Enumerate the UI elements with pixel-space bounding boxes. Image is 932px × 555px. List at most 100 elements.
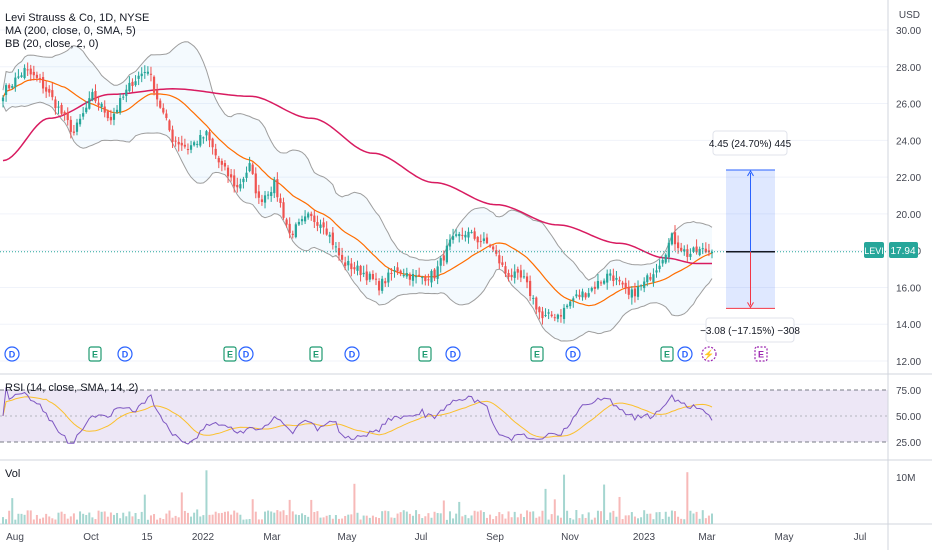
candle-body [174, 140, 177, 142]
volume-bar [143, 494, 146, 524]
candle-body [618, 279, 621, 282]
volume-bar [501, 514, 504, 524]
candle-body [239, 184, 242, 189]
volume-bar [396, 513, 399, 524]
candle-body [100, 103, 103, 108]
bb-indicator-label[interactable]: BB (20, close, 2, 0) [5, 38, 99, 50]
candle-body [538, 307, 541, 313]
candle-body [667, 242, 670, 258]
volume-bar [122, 512, 125, 524]
candle-body [316, 222, 319, 226]
candle-body [359, 265, 362, 276]
candle-body [522, 276, 526, 278]
volume-bar [51, 518, 54, 524]
candle-body [35, 74, 39, 78]
candle-body [562, 307, 566, 320]
volume-bar [103, 511, 106, 524]
candle-body [646, 275, 649, 283]
candle-body [162, 107, 165, 113]
candle-body [288, 223, 291, 234]
time-axis-label: 2023 [633, 532, 656, 543]
event-marker-letter: E [92, 350, 98, 360]
volume-bar [233, 510, 236, 524]
volume-bar [686, 472, 689, 524]
earnings-marker [223, 346, 237, 362]
volume-bar [439, 513, 442, 524]
candle-body [381, 278, 384, 291]
volume-bar [452, 518, 455, 524]
candle-body [85, 107, 88, 113]
measure-down-arrowhead [747, 302, 754, 309]
candle-body [414, 276, 418, 278]
candle-body [445, 245, 448, 263]
volume-bar [227, 511, 230, 524]
time-axis[interactable]: Aug Oct 15 2022 Mar May Jul Sep Nov 2023 Mar May Jul [6, 532, 866, 543]
volume-bar [214, 511, 217, 524]
volume-bar [504, 518, 507, 524]
candle-body [11, 85, 14, 88]
volume-bar [405, 511, 408, 524]
candle-body [599, 282, 603, 284]
volume-bar [344, 515, 347, 524]
volume-bar [66, 518, 69, 524]
ticker-badge: LEVI 17.94 [864, 242, 918, 258]
candle-body [547, 312, 550, 314]
candle-body [199, 134, 202, 146]
volume-bar [701, 510, 704, 524]
candle-body [300, 219, 304, 222]
price-axis[interactable]: 30.0028.0026.0024.0022.0020.0018.0016.00… [896, 26, 921, 368]
volume-bar [489, 514, 492, 524]
volume-bar [223, 511, 226, 524]
volume-bar [294, 514, 297, 524]
volume-bar [362, 515, 365, 524]
candle-body [408, 274, 412, 280]
volume-bar [618, 496, 621, 524]
candle-body [233, 175, 236, 187]
volume-bar [116, 512, 119, 524]
volume-bar [190, 516, 193, 524]
event-marker-letter: D [9, 350, 16, 360]
volume-bar [640, 517, 643, 524]
candle-body [69, 119, 72, 132]
ma-indicator-label[interactable]: MA (200, close, 0, SMA, 5) [5, 25, 136, 37]
candle-body [109, 116, 112, 121]
candle-body [485, 237, 489, 244]
volume-bar [316, 511, 319, 524]
candle-body [78, 118, 82, 125]
candle-body [476, 236, 479, 243]
volume-bar [174, 515, 177, 524]
candle-body [488, 245, 492, 247]
candle-body [495, 250, 498, 254]
volume-bar [603, 484, 606, 524]
candle-body [189, 145, 193, 150]
candle-body [72, 131, 75, 133]
candle-body [322, 222, 325, 228]
candle-body [82, 113, 85, 117]
candle-body [208, 132, 211, 141]
candle-body [125, 89, 128, 97]
volume-bar [442, 500, 445, 524]
candle-body [226, 167, 230, 177]
volume-bar [402, 510, 405, 524]
volume-bar [26, 510, 29, 524]
time-axis-label: Oct [83, 532, 99, 543]
candle-body [97, 102, 100, 106]
candle-body [399, 270, 402, 274]
candle-body [519, 270, 522, 278]
candle-body [649, 277, 652, 280]
volume-bar [60, 511, 63, 524]
candle-body [248, 163, 251, 172]
volume-bar [569, 518, 572, 524]
candle-body [353, 267, 356, 270]
price-range-tool[interactable]: 4.45 (24.70%) 445 −3.08 (−17.15%) −308 [700, 130, 800, 343]
candle-body [501, 262, 504, 265]
candle-body [57, 106, 60, 108]
candle-body [701, 248, 704, 250]
volume-bar [522, 517, 525, 524]
event-markers: D E D E D E D E D E D E D ⚡ E [4, 346, 768, 362]
chart-legend[interactable]: Levi Strauss & Co, 1D, NYSE MA (200, clo… [5, 12, 149, 51]
volume-bar [297, 515, 300, 524]
candle-body [254, 173, 257, 194]
symbol-title[interactable]: Levi Strauss & Co, 1D, NYSE [5, 12, 150, 24]
